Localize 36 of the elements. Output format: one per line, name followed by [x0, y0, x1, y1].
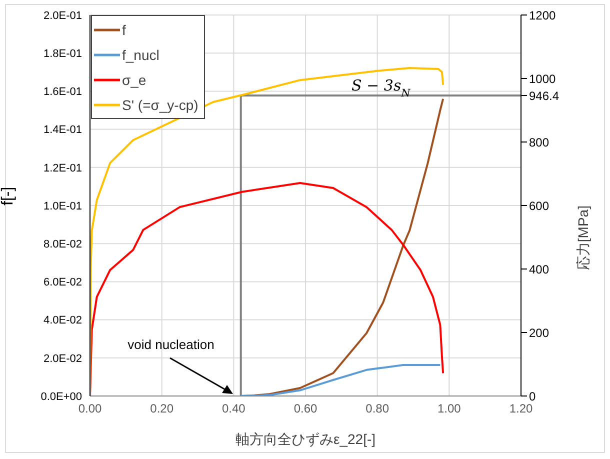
ref-line-label: S − 3s$_{N}$	[352, 76, 412, 100]
line-series	[240, 364, 442, 396]
y-tick-label: 2.0E-01	[43, 10, 82, 22]
x-tick-label: 0.00	[78, 402, 102, 416]
x-tick-label: 0.60	[294, 402, 318, 416]
y-tick-label: 1.6E-01	[43, 86, 82, 98]
y2-tick-label: 0	[529, 389, 536, 404]
legend-label: S' (=σ_y-cp)	[122, 96, 198, 112]
y-tick-label: 0.0E+00	[40, 390, 82, 403]
y2-tick-label: 1200	[529, 8, 556, 22]
y-tick-label: 8.0E-02	[43, 238, 82, 251]
y2-tick-label: 200	[529, 326, 550, 340]
x-axis-title: 軸方向全ひずみε_22[-]	[235, 431, 376, 447]
y-axis-title: f[-]	[0, 186, 17, 206]
x-tick-label: 1.20	[509, 402, 533, 416]
y-tick-label: 1.8E-01	[43, 48, 82, 60]
y2-tick-label: 1000	[529, 72, 556, 86]
annotation: void nucleation	[128, 337, 214, 352]
x-tick-label: 0.20	[150, 402, 174, 416]
y-tick-label: 1.2E-01	[43, 162, 82, 174]
x-tick-label: 1.00	[437, 402, 462, 416]
legend-label: f	[122, 22, 126, 38]
y2-tick-label: 600	[529, 198, 550, 213]
y-tick-label: 1.0E-01	[43, 200, 82, 212]
y2-tick-label: 400	[529, 262, 550, 276]
x-tick-label: 0.80	[366, 402, 390, 416]
legend-label: f_nucl	[122, 46, 160, 62]
y2-tick-label: 946.4	[529, 88, 560, 103]
y-tick-label: 1.4E-01	[43, 124, 82, 136]
y-tick-label: 2.0E-02	[43, 352, 82, 365]
x-tick-label: 0.40	[222, 402, 246, 416]
y2-tick-label: 800	[529, 135, 550, 150]
legend-label: σ_e	[122, 72, 146, 88]
y2-axis-title: 応力[MPa]	[574, 206, 591, 270]
y-tick-label: 6.0E-02	[43, 276, 82, 289]
y-tick-label: 4.0E-02	[43, 314, 82, 327]
